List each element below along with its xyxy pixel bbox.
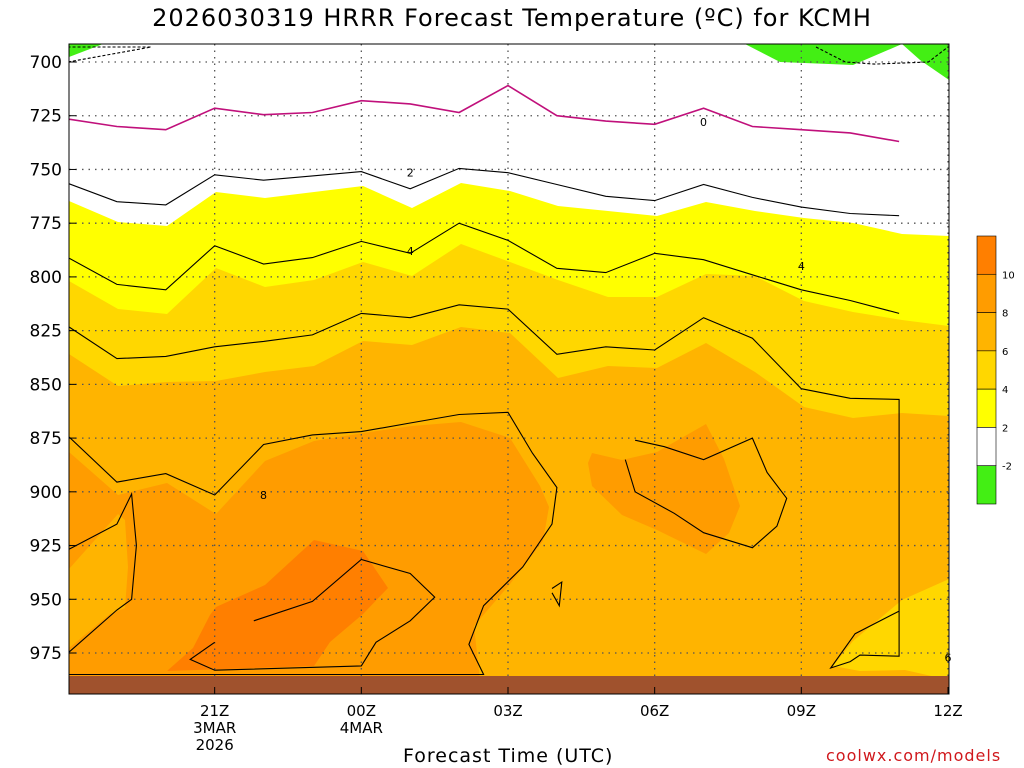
isotherm-4	[69, 222, 900, 314]
x-tick-label: 03Z	[493, 702, 522, 720]
band-8-10-right	[588, 424, 740, 554]
chart-title: 2026030319 HRRR Forecast Temperature (ºC…	[152, 4, 872, 32]
contour-label: 6	[945, 651, 952, 664]
y-tick-label: 950	[30, 590, 62, 610]
isotherm-10	[189, 558, 436, 671]
y-tick-label: 875	[30, 429, 62, 449]
y-tick-label: 825	[30, 322, 62, 342]
x-tick-label: 3MAR	[193, 719, 236, 737]
legend-level-label: -2	[1002, 462, 1012, 473]
isotherm-lines	[69, 46, 949, 676]
plot-frame	[68, 43, 950, 695]
legend-level-label: 4	[1002, 385, 1008, 396]
isotherm--2	[815, 46, 949, 65]
x-tick-label: 21Z	[200, 702, 229, 720]
legend-level-label: 8	[1002, 309, 1008, 320]
isotherm-10	[624, 437, 788, 549]
x-tick-label: 09Z	[787, 702, 816, 720]
band-10-12	[167, 540, 388, 671]
y-tick-label: 800	[30, 268, 62, 288]
legend-level-label: 10	[1002, 270, 1015, 281]
y-tick-label: 850	[30, 375, 62, 395]
y-tick-label: 975	[30, 644, 62, 664]
y-axis: 700 725 750 775 800 825 850 875 900 925 950 975	[30, 53, 76, 664]
y-tick-label: 725	[30, 107, 62, 127]
x-tick-label: 4MAR	[340, 719, 383, 737]
ground-surface	[69, 676, 949, 694]
contour-label: 2	[407, 167, 414, 180]
grid-lines	[69, 44, 949, 694]
x-tick-label: 2026	[196, 736, 234, 754]
legend-swatch	[976, 465, 997, 505]
color-legend: 10 8 6 4 2 -2	[976, 235, 1015, 505]
x-axis-label: Forecast Time (UTC)	[403, 745, 614, 767]
contour-label: 0	[700, 116, 707, 129]
legend-level-label: 6	[1002, 347, 1008, 358]
source-credit: coolwx.com/models	[826, 746, 1002, 765]
y-tick-label: 750	[30, 160, 62, 180]
y-tick-label: 925	[30, 537, 62, 557]
x-tick-label: 12Z	[933, 702, 962, 720]
legend-swatch	[976, 427, 997, 467]
isotherm-8	[69, 491, 137, 653]
x-tick-label: 06Z	[640, 702, 669, 720]
legend-swatch	[976, 273, 997, 313]
legend-swatch	[976, 235, 997, 275]
legend-swatch	[976, 350, 997, 390]
band-6-8-left-pocket	[69, 514, 128, 648]
isotherm-0	[69, 84, 900, 143]
legend-level-label: 2	[1002, 423, 1008, 434]
isotherm-8	[69, 411, 558, 676]
contour-label: 8	[260, 489, 267, 502]
isotherm-6	[551, 581, 563, 608]
band-below-minus2-top-right	[745, 44, 949, 80]
y-tick-label: 700	[30, 53, 62, 73]
contour-labels: 0 2 4 4 8 6	[260, 116, 951, 664]
legend-swatch	[976, 388, 997, 428]
contour-label: 4	[798, 260, 805, 273]
isotherm-6	[69, 304, 900, 670]
contour-label: 4	[407, 245, 414, 258]
x-tick-label: 00Z	[347, 702, 376, 720]
y-tick-label: 900	[30, 483, 62, 503]
y-tick-label: 775	[30, 214, 62, 234]
isotherm-2	[69, 167, 900, 217]
legend-swatch	[976, 312, 997, 352]
